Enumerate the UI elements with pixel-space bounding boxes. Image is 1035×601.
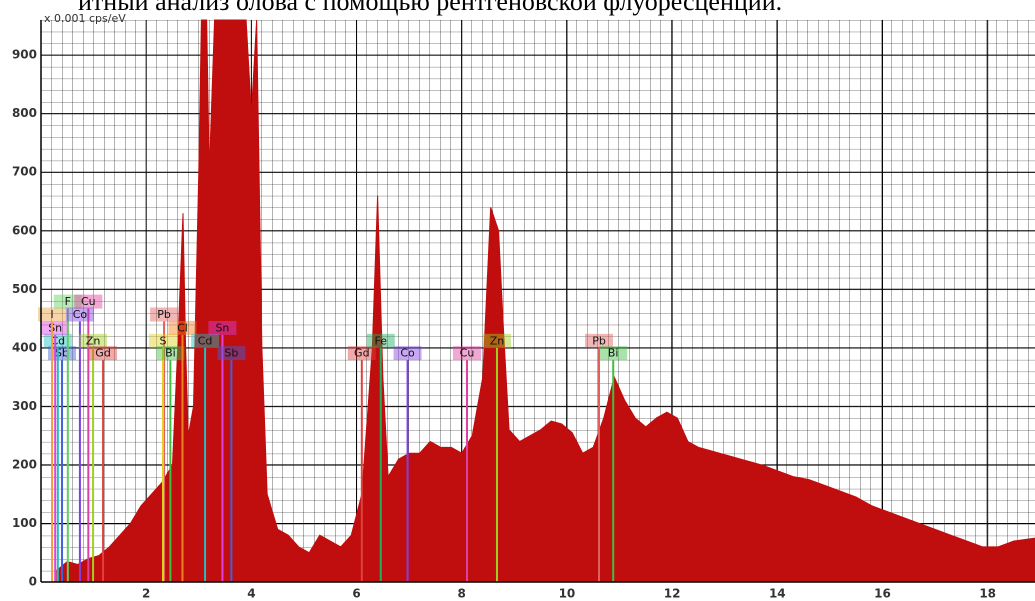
y-tick-label: 500 xyxy=(12,282,37,296)
element-label-box xyxy=(150,307,179,322)
element-label-box xyxy=(79,333,108,348)
element-label: Co xyxy=(73,308,88,321)
x-tick-label: 16 xyxy=(874,587,891,601)
element-label-box xyxy=(53,294,82,309)
element-label: Gd xyxy=(354,347,370,360)
element-label: Cl xyxy=(177,321,188,334)
x-tick-label: 12 xyxy=(664,587,681,601)
element-label: Pb xyxy=(157,308,171,321)
y-tick-label: 400 xyxy=(12,340,37,354)
x-tick-label: 10 xyxy=(559,587,576,601)
x-tick-label: 6 xyxy=(352,587,360,601)
element-label: Sb xyxy=(224,347,238,360)
element-label: Gd xyxy=(95,347,111,360)
element-label: Cu xyxy=(460,347,475,360)
element-label: Fe xyxy=(374,334,387,347)
element-label-box xyxy=(208,320,237,335)
y-tick-label: 900 xyxy=(12,48,37,62)
x-tick-label: 2 xyxy=(142,587,150,601)
x-tick-label: 14 xyxy=(769,587,786,601)
element-label-box xyxy=(149,333,178,348)
chart-title: итный анализ олова с помощью рентгеновск… xyxy=(78,0,782,16)
element-label-box xyxy=(366,333,395,348)
y-tick-label: 700 xyxy=(12,165,37,179)
y-tick-label: 200 xyxy=(12,457,37,471)
element-label-box xyxy=(217,346,246,361)
x-tick-label: 18 xyxy=(979,587,996,601)
x-tick-label: 4 xyxy=(247,587,255,601)
element-label-box xyxy=(89,346,118,361)
element-label: S xyxy=(160,334,167,347)
element-label: F xyxy=(65,295,71,308)
element-label: Zn xyxy=(490,334,505,347)
element-label: Bi xyxy=(165,347,176,360)
element-label-box xyxy=(168,320,197,335)
element-label-box xyxy=(156,346,185,361)
element-label-box xyxy=(585,333,614,348)
x-tick-label: 8 xyxy=(458,587,466,601)
element-label: Pb xyxy=(592,334,606,347)
element-label: Zn xyxy=(86,334,101,347)
element-label: Cd xyxy=(50,334,65,347)
element-label-box xyxy=(41,320,70,335)
element-label-box xyxy=(393,346,422,361)
element-label: Co xyxy=(400,347,415,360)
element-label: Sn xyxy=(48,321,62,334)
element-label-box xyxy=(347,346,376,361)
y-tick-label: 100 xyxy=(12,516,37,530)
element-label: Cd xyxy=(198,334,213,347)
element-label: Bi xyxy=(608,347,619,360)
element-label-box xyxy=(599,346,628,361)
y-tick-label: 600 xyxy=(12,223,37,237)
element-label-box xyxy=(191,333,220,348)
element-label: I xyxy=(50,308,53,321)
y-tick-label: 300 xyxy=(12,399,37,413)
element-label-box xyxy=(38,307,67,322)
y-unit: x 0.001 cps/eV xyxy=(44,12,126,25)
y-tick-label: 0 xyxy=(29,575,37,589)
element-label: Cu xyxy=(81,295,96,308)
spectrum xyxy=(56,19,1035,583)
y-tick-label: 800 xyxy=(12,106,37,120)
element-label: Sn xyxy=(215,321,229,334)
element-label-box xyxy=(453,346,481,361)
element-label-box xyxy=(482,333,511,348)
element-label-box xyxy=(43,333,72,348)
element-label-box xyxy=(74,294,103,309)
element-label-box xyxy=(65,307,94,322)
